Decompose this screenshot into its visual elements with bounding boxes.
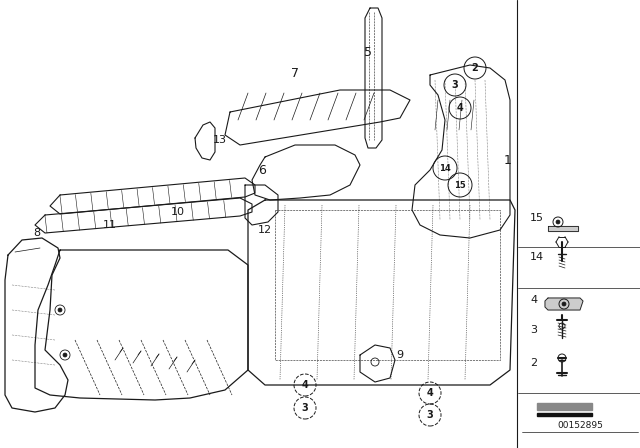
Text: 10: 10 — [171, 207, 185, 217]
Text: 14: 14 — [530, 252, 544, 262]
Text: 5: 5 — [364, 46, 372, 59]
Circle shape — [556, 220, 560, 224]
Text: 15: 15 — [530, 213, 544, 223]
Text: 4: 4 — [427, 388, 433, 398]
Text: 6: 6 — [258, 164, 266, 177]
Text: 4: 4 — [530, 295, 537, 305]
Text: 4: 4 — [301, 380, 308, 390]
Circle shape — [63, 353, 67, 357]
Text: 3: 3 — [452, 80, 458, 90]
Text: 7: 7 — [291, 66, 299, 79]
Polygon shape — [537, 413, 592, 416]
Text: 4: 4 — [456, 103, 463, 113]
Text: 2: 2 — [472, 63, 478, 73]
Text: 9: 9 — [396, 350, 404, 360]
Text: 3: 3 — [427, 410, 433, 420]
Polygon shape — [537, 403, 592, 410]
Text: 11: 11 — [103, 220, 117, 230]
Text: 12: 12 — [258, 225, 272, 235]
Polygon shape — [545, 298, 583, 310]
Text: 00152895: 00152895 — [557, 421, 603, 430]
Text: 8: 8 — [33, 228, 40, 238]
Text: 3: 3 — [301, 403, 308, 413]
Text: 14: 14 — [439, 164, 451, 172]
Text: 13: 13 — [213, 135, 227, 145]
Polygon shape — [548, 226, 578, 231]
Circle shape — [58, 308, 62, 312]
Text: 1: 1 — [504, 154, 512, 167]
Text: 15: 15 — [454, 181, 466, 190]
Circle shape — [562, 302, 566, 306]
Text: 3: 3 — [530, 325, 537, 335]
Text: 2: 2 — [530, 358, 537, 368]
